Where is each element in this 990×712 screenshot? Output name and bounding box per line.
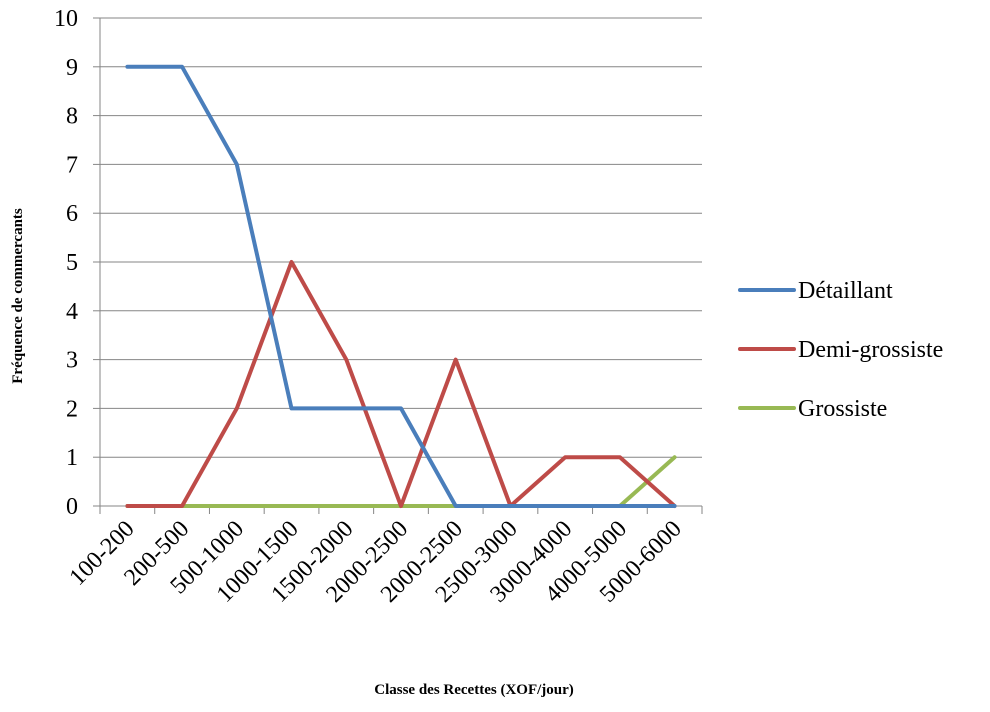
y-tick-label: 7	[66, 152, 78, 178]
y-tick-label: 6	[66, 201, 78, 227]
series-line-demi-grossiste	[125, 260, 677, 508]
y-tick-label: 5	[66, 250, 78, 276]
y-tick-label: 1	[66, 445, 78, 471]
series-lines	[125, 64, 677, 508]
x-axis-tick-labels: 100-200200-500500-10001000-15001500-2000…	[65, 516, 687, 608]
y-axis-title: Fréquence de commercants	[10, 208, 26, 384]
y-tick-label: 4	[66, 299, 78, 325]
x-axis-title: Classe des Recettes (XOF/jour)	[374, 682, 574, 698]
y-tick-label: 10	[54, 6, 78, 32]
y-tick-label: 2	[66, 396, 78, 422]
y-tick-label: 0	[66, 494, 78, 520]
legend-label: Grossiste	[798, 396, 887, 422]
y-tick-label: 3	[66, 348, 78, 374]
y-axis-tick-labels: 0 1 2 3 4 5 6 7 8 9 10	[54, 6, 78, 520]
y-tick-label: 8	[66, 104, 78, 130]
series-line-grossiste	[125, 455, 677, 508]
series-line-d-taillant	[125, 64, 677, 508]
legend: Détaillant Demi-grossiste Grossiste	[738, 278, 943, 422]
y-tick-label: 9	[66, 55, 78, 81]
legend-label: Détaillant	[798, 278, 893, 304]
legend-label: Demi-grossiste	[798, 337, 943, 363]
axes	[93, 17, 703, 514]
gridlines	[100, 17, 702, 458]
